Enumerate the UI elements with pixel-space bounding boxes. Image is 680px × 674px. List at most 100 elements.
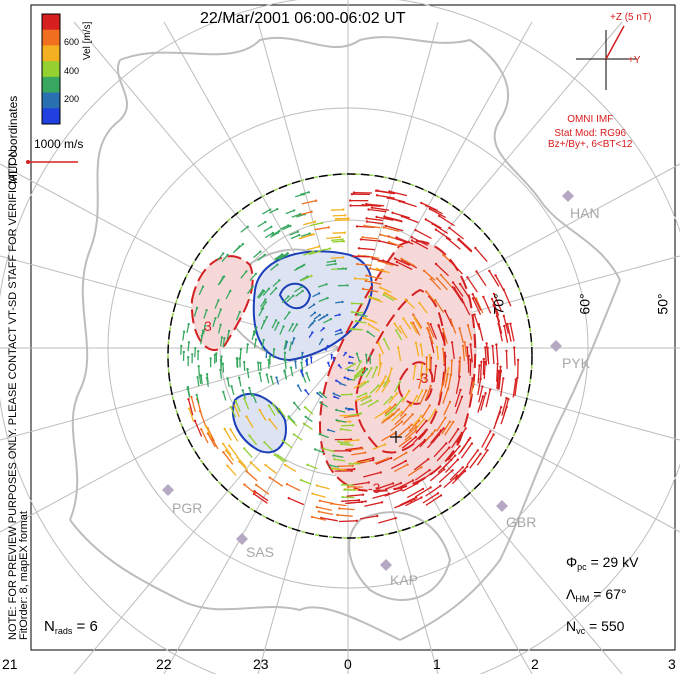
velocity-vector bbox=[342, 496, 355, 499]
velocity-vector-origin bbox=[425, 204, 428, 207]
velocity-vector-origin bbox=[287, 416, 290, 419]
velocity-vector-origin bbox=[355, 352, 359, 355]
velocity-vector bbox=[475, 298, 484, 314]
velocity-vector-origin bbox=[395, 329, 398, 332]
velocity-vector-origin bbox=[229, 289, 232, 293]
velocity-vector-origin bbox=[471, 293, 474, 296]
velocity-vector-origin bbox=[278, 279, 281, 282]
velocity-vector bbox=[356, 353, 361, 363]
velocity-vector bbox=[196, 377, 200, 387]
velocity-vector-origin bbox=[292, 433, 296, 436]
velocity-vector bbox=[376, 194, 395, 199]
velocity-vector-origin bbox=[301, 289, 304, 293]
velocity-vector-origin bbox=[264, 220, 267, 224]
velocity-vector bbox=[212, 318, 217, 327]
velocity-vector-origin bbox=[343, 376, 346, 379]
velocity-vector-origin bbox=[312, 233, 315, 236]
velocity-vector bbox=[348, 500, 366, 504]
velocity-vector-origin bbox=[399, 481, 402, 485]
velocity-vector bbox=[252, 394, 257, 404]
velocity-vector bbox=[485, 343, 489, 362]
velocity-vector-origin bbox=[370, 366, 373, 370]
velocity-vector bbox=[454, 289, 464, 304]
velocity-vector bbox=[458, 238, 473, 252]
velocity-vector-origin bbox=[328, 464, 332, 467]
velocity-vector-origin bbox=[482, 295, 485, 299]
velocity-vector-origin bbox=[401, 397, 404, 400]
velocity-vector bbox=[238, 461, 249, 471]
velocity-vector-origin bbox=[461, 466, 464, 469]
velocity-vector-origin bbox=[357, 247, 361, 250]
velocity-vector-origin bbox=[410, 239, 414, 242]
velocity-vector-origin bbox=[421, 363, 424, 366]
velocity-vector bbox=[316, 506, 332, 511]
velocity-vector-origin bbox=[335, 419, 338, 422]
velocity-vector-origin bbox=[229, 405, 233, 409]
preview-note-line2: FitOrder: 8, mapEX format bbox=[18, 511, 30, 640]
velocity-vector-origin bbox=[492, 292, 496, 296]
velocity-vector-origin bbox=[276, 454, 279, 457]
velocity-vector-origin bbox=[313, 319, 316, 323]
velocity-vector-origin bbox=[248, 386, 251, 390]
velocity-vector-origin bbox=[289, 224, 292, 228]
velocity-vector-origin bbox=[372, 458, 375, 462]
velocity-vector bbox=[303, 423, 313, 431]
velocity-vector-origin bbox=[454, 454, 457, 457]
velocity-vector bbox=[243, 484, 257, 495]
velocity-vector-origin bbox=[277, 407, 281, 411]
velocity-vector-origin bbox=[222, 451, 225, 454]
velocity-vector-origin bbox=[344, 351, 347, 355]
station-marker-han bbox=[562, 190, 574, 202]
velocity-vector bbox=[460, 443, 473, 459]
velocity-vector-origin bbox=[422, 269, 426, 272]
stat-nvc-value: = 550 bbox=[589, 618, 625, 634]
velocity-vector bbox=[444, 373, 449, 388]
velocity-vector bbox=[270, 264, 278, 271]
velocity-vector bbox=[363, 471, 381, 478]
velocity-vector-origin bbox=[245, 270, 248, 273]
velocity-vector bbox=[389, 190, 408, 197]
velocity-vector-origin bbox=[429, 384, 432, 388]
velocity-vector bbox=[222, 443, 232, 456]
velocity-vector bbox=[430, 429, 442, 444]
velocity-vector bbox=[450, 319, 457, 334]
velocity-vector bbox=[496, 370, 500, 389]
velocity-vector bbox=[217, 252, 224, 261]
velocity-vector bbox=[346, 494, 364, 497]
velocity-vector bbox=[351, 302, 364, 305]
coastline-south bbox=[69, 519, 401, 641]
velocity-vector bbox=[436, 417, 446, 432]
velocity-vector-origin bbox=[435, 277, 439, 280]
velocity-vector-origin bbox=[355, 519, 359, 522]
velocity-vector-origin bbox=[223, 337, 226, 340]
velocity-vector-origin bbox=[490, 297, 494, 301]
velocity-vector-origin bbox=[426, 326, 429, 330]
velocity-vector-origin bbox=[458, 327, 461, 330]
velocity-vector-origin bbox=[458, 356, 462, 359]
velocity-vector-origin bbox=[351, 327, 354, 331]
velocity-vector bbox=[406, 488, 424, 499]
velocity-vector bbox=[332, 214, 346, 217]
velocity-vector-origin bbox=[393, 257, 397, 260]
velocity-vector bbox=[203, 310, 208, 319]
velocity-vector-origin bbox=[332, 392, 335, 395]
velocity-vector bbox=[355, 320, 367, 324]
velocity-vector-origin bbox=[460, 395, 464, 398]
velocity-vector-origin bbox=[182, 330, 186, 333]
velocity-vector-origin bbox=[224, 449, 228, 452]
velocity-vector-origin bbox=[406, 463, 409, 466]
velocity-vector bbox=[424, 368, 428, 383]
velocity-vector-origin bbox=[350, 193, 354, 196]
velocity-vector bbox=[402, 482, 418, 492]
velocity-vector-origin bbox=[505, 396, 508, 400]
velocity-vector-origin bbox=[366, 330, 369, 333]
velocity-vector bbox=[222, 451, 234, 465]
velocity-vector bbox=[301, 275, 312, 282]
velocity-vector-origin bbox=[318, 391, 322, 394]
velocity-vector-origin bbox=[341, 300, 344, 304]
velocity-vector-origin bbox=[367, 481, 370, 484]
velocity-vector bbox=[435, 229, 452, 241]
velocity-vector-origin bbox=[251, 285, 254, 288]
velocity-vector bbox=[283, 312, 290, 320]
velocity-vector-origin bbox=[352, 191, 356, 194]
